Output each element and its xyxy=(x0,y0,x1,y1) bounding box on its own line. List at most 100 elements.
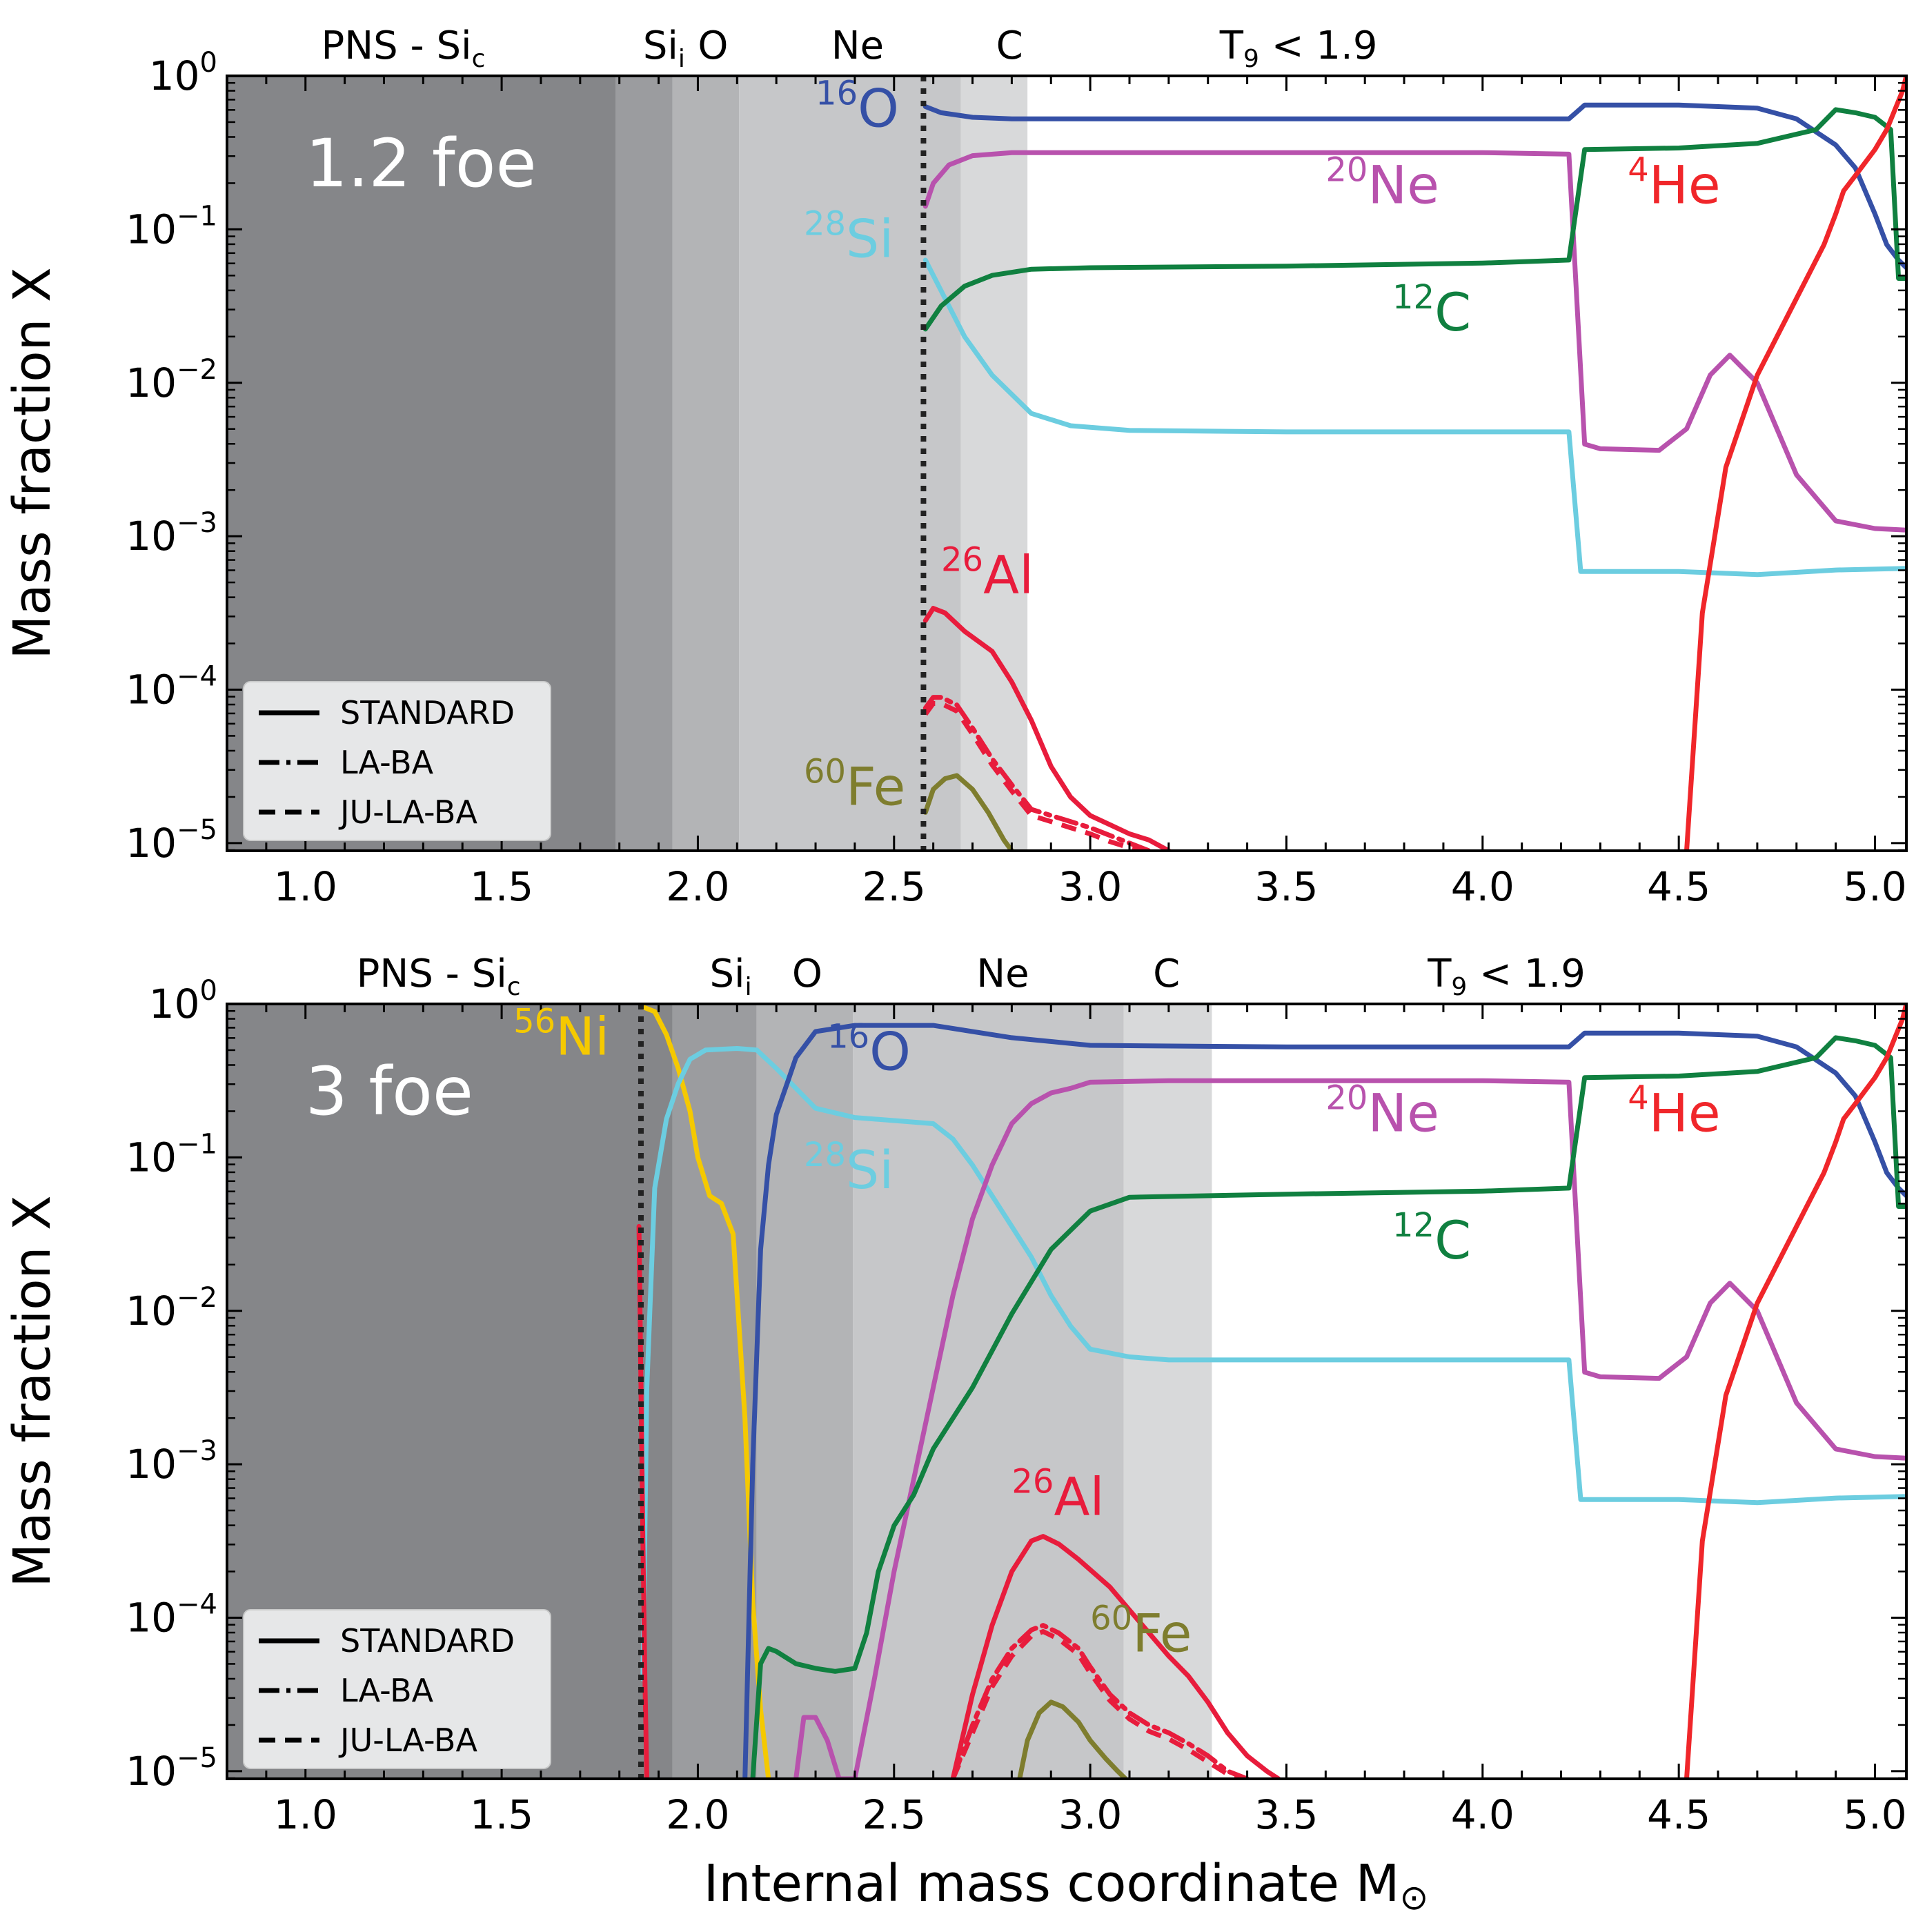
zone-band xyxy=(672,76,740,851)
isotope-label: 26Al xyxy=(1011,1463,1104,1528)
series-line xyxy=(1684,1004,1906,1779)
series-line xyxy=(742,1023,1906,1779)
isotope-label: 4He xyxy=(1628,1079,1720,1144)
zone-band xyxy=(615,76,673,851)
x-ticks xyxy=(226,1004,1877,1779)
isotope-label: 60Fe xyxy=(1090,1599,1192,1664)
isotope-label: 4He xyxy=(1628,151,1720,216)
series-line xyxy=(922,257,1906,578)
x-tick-label: 1.5 xyxy=(470,863,533,910)
x-tick-label: 4.0 xyxy=(1451,1791,1514,1838)
isotope-label: 16O xyxy=(816,74,899,139)
zone-band xyxy=(756,1004,853,1779)
x-tick-label: 2.0 xyxy=(666,863,729,910)
isotope-label: 20Ne xyxy=(1325,1079,1439,1144)
zone-label: Ne xyxy=(976,952,1029,996)
x-tick-label: 1.5 xyxy=(470,1791,533,1838)
x-tick-label: 5.0 xyxy=(1843,863,1906,910)
x-tick-label: 2.5 xyxy=(862,863,926,910)
series-line xyxy=(922,150,1906,533)
x-tick-label: 4.5 xyxy=(1647,863,1710,910)
series-line xyxy=(950,1629,1248,1779)
series-line xyxy=(922,107,1906,332)
legend: STANDARD LA-BA JU-LA-BA xyxy=(243,1609,551,1769)
x-ticks xyxy=(226,76,1877,851)
legend-entry: LA-BA xyxy=(340,1672,434,1709)
energy-label: 3 foe xyxy=(306,1053,473,1130)
series-line xyxy=(640,1046,1906,1682)
zone-label: O xyxy=(792,952,822,996)
zone-label: Sii xyxy=(709,952,751,1001)
series-line xyxy=(1017,1699,1128,1779)
energy-label: 1.2 foe xyxy=(306,125,537,202)
x-tick-label: 4.5 xyxy=(1647,1791,1710,1838)
isotope-label: 26Al xyxy=(941,540,1034,605)
series-line xyxy=(1684,76,1906,851)
zone-label: Ne xyxy=(831,23,884,68)
zone-band xyxy=(739,76,961,851)
series-line xyxy=(922,606,1172,851)
legend-entry: STANDARD xyxy=(340,694,515,731)
series-line xyxy=(922,102,1906,270)
zone-label: O xyxy=(698,23,728,68)
y-tick-label: 100 xyxy=(149,47,217,99)
legend-entry: STANDARD xyxy=(340,1622,515,1659)
x-tick-label: 1.0 xyxy=(274,1791,337,1838)
y-tick-label: 10−3 xyxy=(126,507,217,560)
y-tick-label: 10−5 xyxy=(126,1742,217,1795)
legend-entry: JU-LA-BA xyxy=(338,793,477,831)
series-line xyxy=(793,1078,1906,1779)
x-tick-label: 2.0 xyxy=(666,1791,729,1838)
legend-box xyxy=(243,1609,551,1769)
x-tick-label: 1.0 xyxy=(274,863,337,910)
y-axis-title: Mass fraction X xyxy=(3,1195,62,1587)
isotope-label: 12C xyxy=(1392,1206,1471,1271)
y-tick-label: 10−1 xyxy=(126,200,217,253)
series-group xyxy=(922,76,1906,851)
x-axis-title: Internal mass coordinate M⊙ xyxy=(704,1854,1429,1918)
x-axis-label: Internal mass coordinate M⊙ xyxy=(704,1854,1429,1918)
y-tick-label: 10−4 xyxy=(126,661,217,713)
y-tick-label: 10−1 xyxy=(126,1128,217,1181)
x-tick-label: 5.0 xyxy=(1843,1791,1906,1838)
isotope-label: 28Si xyxy=(804,204,894,269)
y-ticks xyxy=(227,75,1906,851)
isotope-label: 12C xyxy=(1392,278,1471,343)
zone-label: T9 < 1.9 xyxy=(1219,23,1378,73)
isotope-label: 60Fe xyxy=(804,752,905,817)
isotope-label: 16O xyxy=(827,1018,911,1083)
legend-entry: JU-LA-BA xyxy=(338,1722,477,1759)
x-tick-label: 3.5 xyxy=(1254,863,1318,910)
series-line xyxy=(922,695,1152,851)
legend-entry: LA-BA xyxy=(340,744,434,781)
y-tick-label: 100 xyxy=(149,975,217,1027)
zone-band xyxy=(1123,1004,1212,1779)
bottom-panel: PNS - Sic Sii O Ne C T9 < 1.9 1.0 1.5 2.0 2.5 3.0 3… xyxy=(3,952,1908,1838)
legend-box xyxy=(243,681,551,841)
legend: STANDARD LA-BA JU-LA-BA xyxy=(243,681,551,841)
zone-label: PNS - Sic xyxy=(321,23,485,73)
y-ticks xyxy=(227,1003,1906,1780)
series-line xyxy=(750,1035,1906,1779)
isotope-label: 28Si xyxy=(804,1136,894,1201)
zone-label: C xyxy=(996,23,1023,68)
x-tick-label: 4.0 xyxy=(1451,863,1514,910)
y-tick-label: 10−2 xyxy=(126,1282,217,1334)
zone-label: T9 < 1.9 xyxy=(1427,952,1586,1001)
series-line xyxy=(923,701,1149,851)
y-tick-label: 10−2 xyxy=(126,354,217,406)
isotope-label: 56Ni xyxy=(513,1002,609,1067)
zone-band xyxy=(960,76,1028,851)
y-axis-title: Mass fraction X xyxy=(3,267,62,659)
zone-label: PNS - Sic xyxy=(357,952,521,1001)
x-tick-label: 3.0 xyxy=(1058,863,1122,910)
y-tick-label: 10−5 xyxy=(126,814,217,867)
isotope-label: 20Ne xyxy=(1325,151,1439,216)
x-tick-label: 2.5 xyxy=(862,1791,926,1838)
x-tick-label: 3.5 xyxy=(1254,1791,1318,1838)
y-tick-label: 10−3 xyxy=(126,1435,217,1488)
series-line xyxy=(950,1534,1281,1779)
series-line xyxy=(922,773,1014,851)
